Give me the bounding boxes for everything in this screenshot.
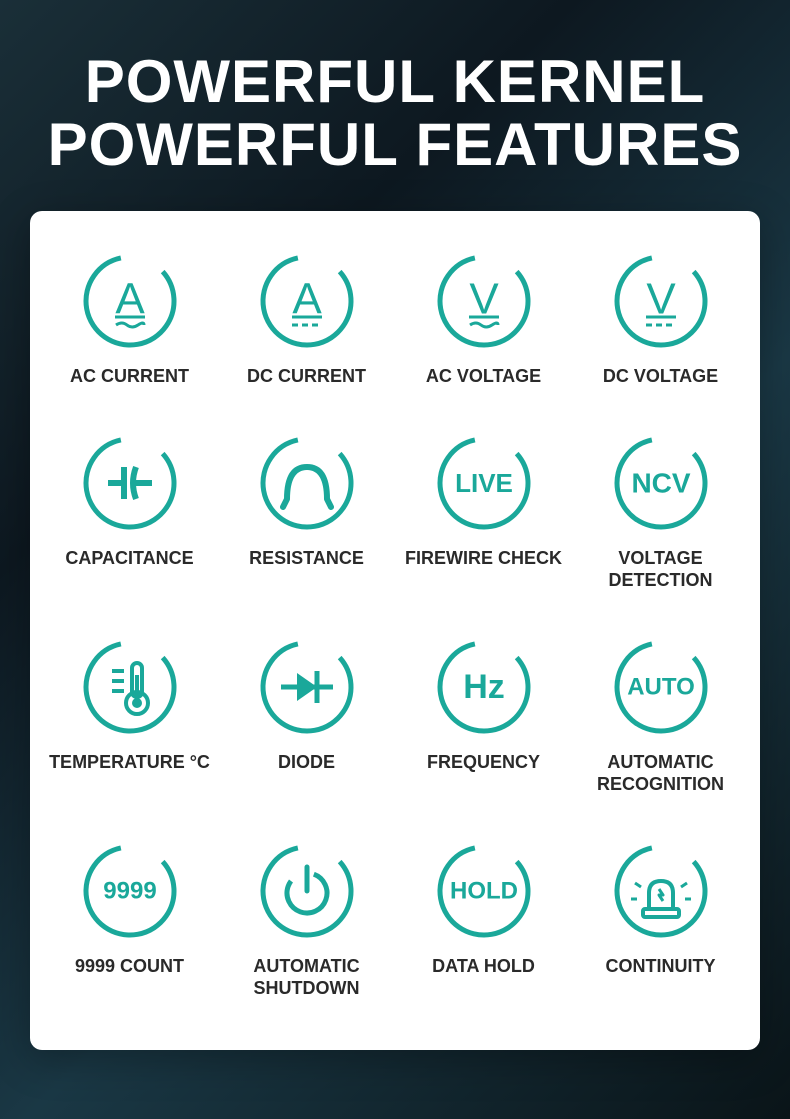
feature-frequency: Hz FREQUENCY	[399, 637, 568, 796]
feature-dc-voltage: V DC VOLTAGE	[576, 251, 745, 388]
feature-label: 9999 COUNT	[75, 955, 184, 978]
frequency-icon: Hz	[434, 637, 534, 737]
feature-ncv: NCV VOLTAGE DETECTION	[576, 433, 745, 592]
count-icon: 9999	[80, 841, 180, 941]
svg-text:LIVE: LIVE	[455, 468, 513, 498]
temperature-icon	[80, 637, 180, 737]
firewire-icon: LIVE	[434, 433, 534, 533]
feature-ac-voltage: V AC VOLTAGE	[399, 251, 568, 388]
feature-label: CAPACITANCE	[65, 547, 193, 570]
feature-label: TEMPERATURE °C	[49, 751, 210, 774]
dc-current-icon: A	[257, 251, 357, 351]
feature-label: DC CURRENT	[247, 365, 366, 388]
feature-auto: AUTO AUTOMATIC RECOGNITION	[576, 637, 745, 796]
continuity-icon	[611, 841, 711, 941]
ac-voltage-icon: V	[434, 251, 534, 351]
feature-label: DATA HOLD	[432, 955, 535, 978]
svg-text:Hz: Hz	[463, 668, 505, 706]
svg-text:AUTO: AUTO	[627, 673, 695, 700]
page-header: POWERFUL KERNEL POWERFUL FEATURES	[0, 0, 790, 211]
feature-label: FIREWIRE CHECK	[405, 547, 562, 570]
feature-capacitance: CAPACITANCE	[45, 433, 214, 592]
header-line-2: POWERFUL FEATURES	[48, 111, 743, 178]
feature-label: AUTOMATIC RECOGNITION	[576, 751, 745, 796]
feature-ac-current: A AC CURRENT	[45, 251, 214, 388]
feature-firewire: LIVE FIREWIRE CHECK	[399, 433, 568, 592]
dc-voltage-icon: V	[611, 251, 711, 351]
feature-label: DC VOLTAGE	[603, 365, 718, 388]
ncv-icon: NCV	[611, 433, 711, 533]
svg-text:HOLD: HOLD	[450, 877, 518, 904]
feature-label: RESISTANCE	[249, 547, 364, 570]
feature-label: DIODE	[278, 751, 335, 774]
resistance-icon	[257, 433, 357, 533]
svg-text:9999: 9999	[103, 877, 156, 904]
feature-temperature: TEMPERATURE °C	[45, 637, 214, 796]
feature-dc-current: A DC CURRENT	[222, 251, 391, 388]
feature-shutdown: AUTOMATIC SHUTDOWN	[222, 841, 391, 1000]
feature-label: FREQUENCY	[427, 751, 540, 774]
capacitance-icon	[80, 433, 180, 533]
feature-label: AC CURRENT	[70, 365, 189, 388]
feature-continuity: CONTINUITY	[576, 841, 745, 1000]
feature-diode: DIODE	[222, 637, 391, 796]
ac-current-icon: A	[80, 251, 180, 351]
features-panel: A AC CURRENT A DC CURRENT V AC VOLTAGE V…	[30, 211, 760, 1050]
diode-icon	[257, 637, 357, 737]
feature-resistance: RESISTANCE	[222, 433, 391, 592]
shutdown-icon	[257, 841, 357, 941]
header-line-1: POWERFUL KERNEL	[85, 48, 706, 115]
feature-label: CONTINUITY	[606, 955, 716, 978]
header-title: POWERFUL KERNEL POWERFUL FEATURES	[20, 50, 770, 176]
feature-label: AC VOLTAGE	[426, 365, 541, 388]
features-grid: A AC CURRENT A DC CURRENT V AC VOLTAGE V…	[45, 251, 745, 1000]
feature-label: VOLTAGE DETECTION	[576, 547, 745, 592]
svg-text:NCV: NCV	[631, 467, 690, 498]
feature-label: AUTOMATIC SHUTDOWN	[222, 955, 391, 1000]
feature-count: 9999 9999 COUNT	[45, 841, 214, 1000]
feature-hold: HOLD DATA HOLD	[399, 841, 568, 1000]
hold-icon: HOLD	[434, 841, 534, 941]
auto-icon: AUTO	[611, 637, 711, 737]
